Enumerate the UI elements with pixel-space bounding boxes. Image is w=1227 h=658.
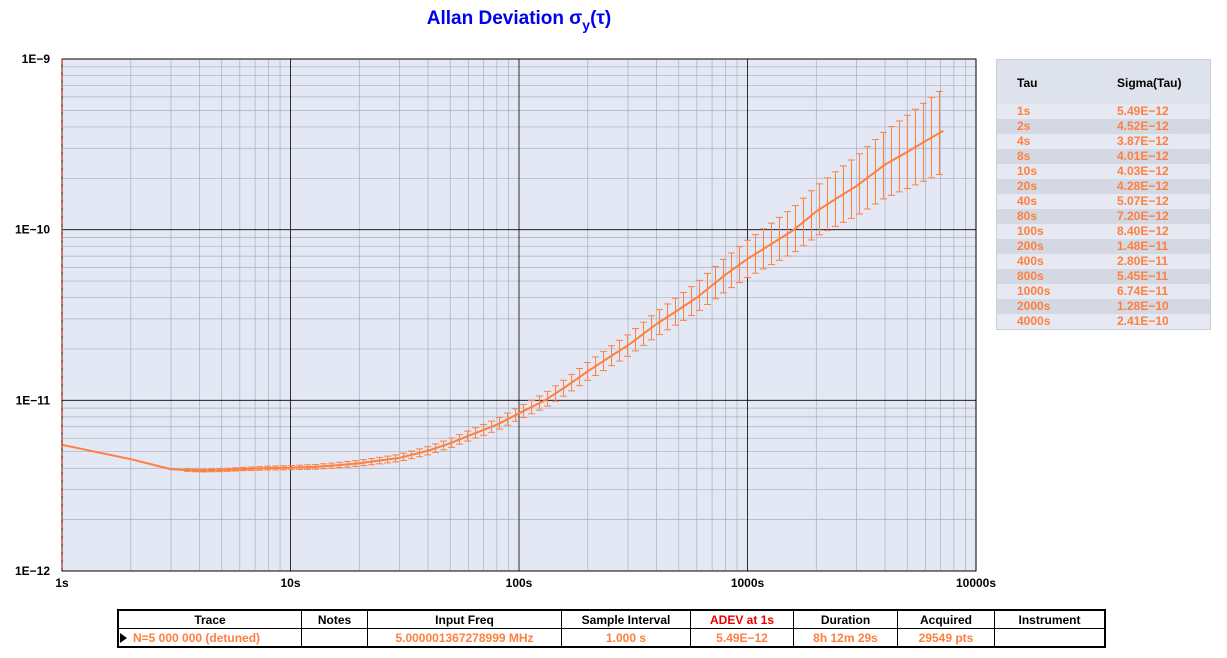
tau-cell: 20s [1017,179,1038,193]
input-freq-header: Input Freq [367,609,562,629]
tau-cell: 2s [1017,119,1031,133]
sigma-cell: 4.01E−12 [1117,149,1169,163]
tau-table-row: 80s 7.20E−12 [997,209,1210,224]
tau-table-row: 4000s 2.41E−10 [997,314,1210,329]
x-tick-label: 100s [506,576,533,590]
tau-cell: 40s [1017,194,1038,208]
x-tick-label: 10000s [956,576,996,590]
tau-table-row: 8s 4.01E−12 [997,149,1210,164]
adev-header: ADEV at 1s [690,609,794,629]
tau-cell: 800s [1017,269,1044,283]
sample-interval-value: 1.000 s [561,628,691,648]
tau-cell: 200s [1017,239,1044,253]
trace-value[interactable]: N=5 000 000 (detuned) [117,628,302,648]
tau-sigma-table: Tau Sigma(Tau) 1s 5.49E−12 2s 4.52E−12 4s 3.8… [996,59,1211,330]
sample-interval-header: Sample Interval [561,609,691,629]
notes-value [301,628,368,648]
tau-cell: 8s [1017,149,1031,163]
y-tick-label: 1E−10 [15,223,50,237]
tau-table-row: 20s 4.28E−12 [997,179,1210,194]
sigma-cell: 5.07E−12 [1117,194,1169,208]
tau-cell: 400s [1017,254,1044,268]
tau-table-row: 400s 2.80E−11 [997,254,1210,269]
tau-cell: 2000s [1017,299,1051,313]
tau-cell: 1000s [1017,284,1051,298]
sigma-cell: 4.52E−12 [1117,119,1169,133]
instrument-value [994,628,1106,648]
allan-deviation-plot: 1s 10s 100s 1000s 10000s 1E−12 1E−11 1E−10 1E−9 [15,52,996,590]
sigma-cell: 4.03E−12 [1117,164,1169,178]
tau-cell: 100s [1017,224,1044,238]
sigma-cell: 2.80E−11 [1117,254,1169,268]
adev-series-line [61,129,944,472]
tau-table-row: 40s 5.07E−12 [997,194,1210,209]
instrument-header: Instrument [994,609,1106,629]
y-tick-label: 1E−12 [15,564,50,578]
trace-info-table: Trace Notes Input Freq Sample Interval A… [117,609,1106,648]
adev-value: 5.49E−12 [690,628,794,648]
info-header-row: Trace Notes Input Freq Sample Interval A… [117,609,1106,629]
tau-table-body: 1s 5.49E−12 2s 4.52E−12 4s 3.87E−12 8s 4.01E−12… [997,104,1210,329]
tau-table-row: 10s 4.03E−12 [997,164,1210,179]
trace-header: Trace [117,609,302,629]
duration-header: Duration [793,609,898,629]
info-value-row[interactable]: N=5 000 000 (detuned) 5.000001367278999 … [117,628,1106,648]
sigma-cell: 5.45E−11 [1117,269,1169,283]
tau-table-row: 1s 5.49E−12 [997,104,1210,119]
tau-table-row: 4s 3.87E−12 [997,134,1210,149]
duration-value: 8h 12m 29s [793,628,898,648]
tau-cell: 10s [1017,164,1038,178]
notes-header: Notes [301,609,368,629]
sigma-cell: 5.49E−12 [1117,104,1169,118]
tau-table-row: 2s 4.52E−12 [997,119,1210,134]
tau-column-header: Tau [1017,76,1038,90]
tau-cell: 4s [1017,134,1031,148]
x-tick-label: 1s [55,576,69,590]
input-freq-value: 5.000001367278999 MHz [367,628,562,648]
acquired-value: 29549 pts [897,628,995,648]
tau-table-row: 100s 8.40E−12 [997,224,1210,239]
tau-table-header: Tau Sigma(Tau) [997,60,1210,104]
y-tick-label: 1E−11 [16,393,51,407]
sigma-cell: 6.74E−11 [1117,284,1169,298]
sigma-cell: 7.20E−12 [1117,209,1169,223]
sigma-cell: 1.48E−11 [1117,239,1169,253]
sigma-cell: 8.40E−12 [1117,224,1169,238]
sigma-cell: 4.28E−12 [1117,179,1169,193]
tau-table-row: 800s 5.45E−11 [997,269,1210,284]
y-tick-label: 1E−9 [22,52,51,66]
tau-cell: 80s [1017,209,1038,223]
chart-title: Allan Deviation σy(τ) [426,8,612,33]
tau-table-row: 2000s 1.28E−10 [997,299,1210,314]
tau-cell: 1s [1017,104,1031,118]
sigma-cell: 2.41E−10 [1117,314,1169,328]
selected-row-marker-icon [120,633,127,643]
x-tick-label: 10s [280,576,300,590]
sigma-cell: 3.87E−12 [1117,134,1169,148]
x-tick-label: 1000s [731,576,765,590]
acquired-header: Acquired [897,609,995,629]
sigma-cell: 1.28E−10 [1117,299,1169,313]
sigma-column-header: Sigma(Tau) [1117,76,1182,90]
tau-table-row: 1000s 6.74E−11 [997,284,1210,299]
tau-table-row: 200s 1.48E−11 [997,239,1210,254]
tau-cell: 4000s [1017,314,1051,328]
